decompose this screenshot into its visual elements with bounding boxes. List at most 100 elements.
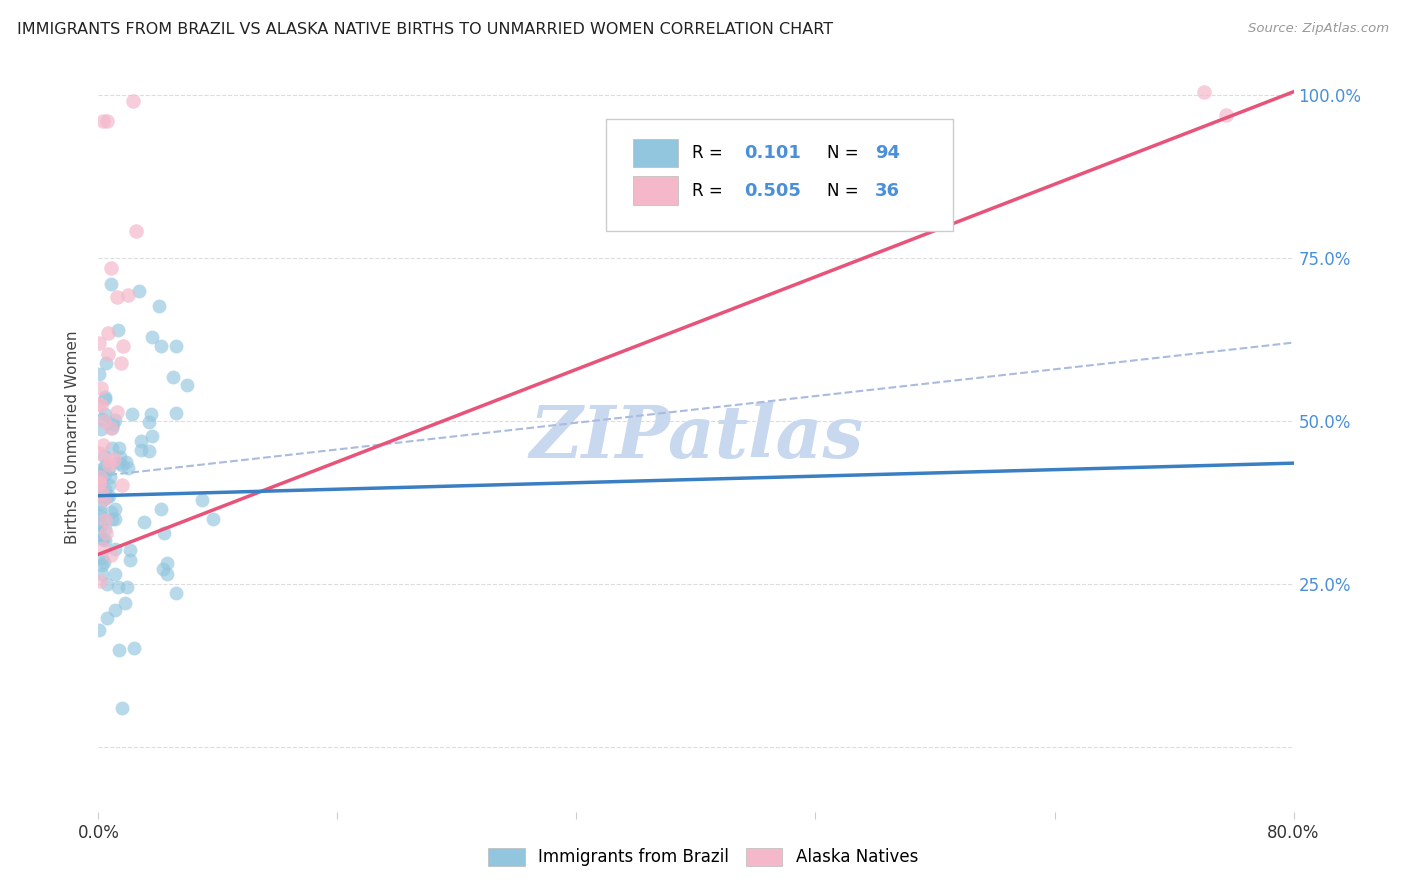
- Point: [90, 381, 112, 395]
- Point: [93, 414, 115, 428]
- Point: [90, 485, 112, 500]
- Point: [150, 339, 173, 353]
- Point: [104, 542, 127, 557]
- Point: [96, 577, 118, 591]
- Point: [148, 299, 170, 313]
- Point: [1215, 107, 1237, 121]
- Point: [104, 501, 127, 516]
- Point: [90, 518, 112, 533]
- Point: [87, 470, 110, 484]
- Point: [131, 442, 153, 457]
- Point: [108, 441, 131, 455]
- Point: [89, 472, 111, 486]
- Point: [115, 455, 138, 469]
- Point: [105, 290, 128, 304]
- Point: [120, 543, 142, 558]
- Point: [100, 277, 122, 291]
- Point: [93, 407, 115, 421]
- Point: [152, 562, 174, 576]
- Point: [165, 586, 187, 600]
- Point: [117, 288, 139, 302]
- Point: [97, 453, 120, 467]
- Point: [201, 512, 224, 526]
- Point: [91, 541, 114, 556]
- Point: [156, 566, 179, 581]
- Point: [138, 415, 160, 429]
- Point: [97, 326, 120, 341]
- Point: [90, 421, 112, 435]
- Point: [1192, 85, 1215, 99]
- Point: [91, 437, 114, 451]
- Point: [114, 596, 136, 610]
- Point: [96, 525, 118, 540]
- Point: [107, 580, 129, 594]
- Point: [121, 407, 143, 421]
- Point: [112, 339, 135, 353]
- Point: [89, 574, 111, 588]
- Point: [152, 525, 174, 540]
- Point: [90, 558, 112, 573]
- Point: [89, 497, 111, 511]
- Text: IMMIGRANTS FROM BRAZIL VS ALASKA NATIVE BIRTHS TO UNMARRIED WOMEN CORRELATION CH: IMMIGRANTS FROM BRAZIL VS ALASKA NATIVE …: [17, 22, 832, 37]
- Point: [131, 434, 153, 448]
- Point: [91, 485, 114, 500]
- Point: [105, 405, 128, 419]
- Point: [93, 491, 115, 506]
- FancyBboxPatch shape: [606, 119, 953, 231]
- Point: [93, 522, 115, 536]
- Point: [138, 444, 160, 458]
- Point: [150, 501, 173, 516]
- Point: [101, 417, 124, 432]
- Point: [91, 114, 114, 128]
- Point: [100, 505, 122, 519]
- Text: Source: ZipAtlas.com: Source: ZipAtlas.com: [1249, 22, 1389, 36]
- Point: [103, 603, 125, 617]
- Point: [122, 95, 145, 109]
- Text: R =: R =: [692, 145, 728, 162]
- Point: [108, 456, 131, 470]
- Point: [107, 323, 129, 337]
- Point: [97, 347, 120, 361]
- Point: [104, 566, 127, 581]
- Point: [91, 532, 114, 546]
- Point: [97, 489, 120, 503]
- Point: [111, 458, 134, 472]
- Point: [156, 556, 179, 570]
- Text: ZIPatlas: ZIPatlas: [529, 401, 863, 473]
- Point: [176, 377, 198, 392]
- Text: 94: 94: [876, 145, 900, 162]
- Point: [94, 392, 117, 406]
- Point: [141, 330, 163, 344]
- Point: [104, 413, 127, 427]
- Point: [117, 581, 139, 595]
- Y-axis label: Births to Unmarried Women: Births to Unmarried Women: [65, 330, 80, 544]
- Point: [100, 421, 122, 435]
- Point: [96, 114, 118, 128]
- Point: [128, 285, 150, 299]
- Point: [89, 397, 111, 411]
- Text: N =: N =: [827, 145, 865, 162]
- Point: [98, 458, 121, 472]
- Point: [91, 567, 114, 582]
- Point: [96, 491, 118, 505]
- Point: [98, 470, 121, 484]
- Bar: [633, 139, 678, 168]
- Point: [124, 640, 146, 655]
- Text: N =: N =: [827, 182, 865, 200]
- Point: [91, 465, 114, 479]
- Point: [94, 513, 117, 527]
- Point: [97, 478, 120, 492]
- Point: [110, 356, 132, 370]
- Point: [96, 611, 118, 625]
- Point: [91, 462, 114, 476]
- Point: [90, 398, 112, 412]
- Point: [94, 390, 117, 404]
- Bar: [633, 177, 678, 205]
- Text: 0.505: 0.505: [744, 182, 800, 200]
- Point: [101, 511, 124, 525]
- Point: [94, 533, 117, 548]
- Point: [87, 508, 110, 522]
- Point: [98, 461, 121, 475]
- Point: [111, 701, 134, 715]
- Text: R =: R =: [692, 182, 728, 200]
